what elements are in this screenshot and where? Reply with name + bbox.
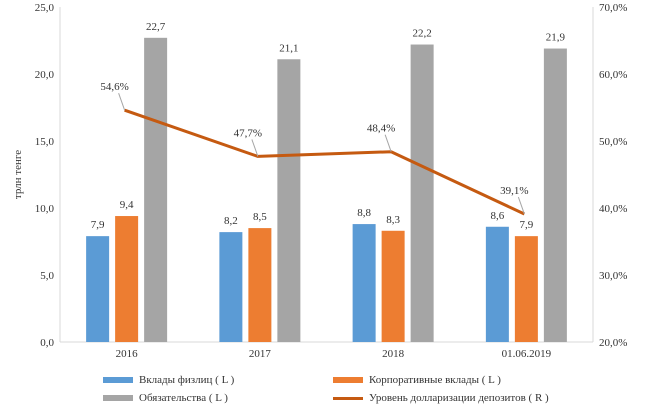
bar-data-label: 22,2: [413, 28, 432, 40]
y-tick-label: 10,0: [35, 203, 55, 215]
y-tick-label: 20,0: [35, 69, 55, 81]
bar-data-label: 8,5: [253, 211, 267, 223]
legend: Вклады физлиц ( L ) Корпоративные вклады…: [0, 364, 650, 408]
line-data-label: 48,4%: [367, 123, 395, 135]
y2-tick-label: 60,0%: [599, 69, 627, 81]
bar: [248, 228, 272, 342]
legend-item-liabilities: Обязательства ( L ): [103, 390, 228, 406]
y2-tick-label: 50,0%: [599, 136, 627, 148]
bar: [219, 232, 243, 342]
bar: [277, 59, 301, 342]
line-series: [124, 108, 526, 216]
y-tick-label: 0,0: [40, 337, 54, 349]
bar: [410, 44, 434, 343]
leader-line: [517, 196, 525, 215]
legend-item-deposits-individuals: Вклады физлиц ( L ): [103, 372, 234, 388]
bar: [115, 216, 139, 342]
bar-data-label: 7,9: [520, 219, 534, 231]
y-tick-label: 15,0: [35, 136, 55, 148]
y-tick-label: 25,0: [35, 2, 55, 14]
bar-data-label: 9,4: [120, 199, 134, 211]
x-tick-label: 2018: [382, 348, 405, 360]
y2-tick-label: 30,0%: [599, 270, 627, 282]
y-axis-title: трлн тенге: [12, 150, 24, 199]
legend-swatch: [103, 377, 133, 383]
bar-data-label: 22,7: [146, 21, 166, 33]
bar: [144, 37, 168, 342]
bar: [543, 48, 567, 342]
bar-data-label: 8,3: [386, 214, 400, 226]
legend-label: Корпоративные вклады ( L ): [369, 374, 501, 386]
bar: [514, 236, 538, 342]
bar: [485, 226, 509, 342]
bar: [352, 224, 376, 342]
y2-tick-label: 70,0%: [599, 2, 627, 14]
bar-data-label: 21,1: [279, 42, 298, 54]
legend-swatch: [333, 377, 363, 383]
leader-line: [384, 134, 392, 152]
x-tick-label: 01.06.2019: [502, 348, 552, 360]
legend-item-corporate-deposits: Корпоративные вклады ( L ): [333, 372, 501, 388]
bar-data-label: 8,2: [224, 215, 238, 227]
legend-item-dollarization: Уровень долларизации депозитов ( R ): [333, 390, 549, 406]
line-data-label: 54,6%: [100, 81, 128, 93]
leader-line: [118, 93, 126, 111]
y-tick-label: 5,0: [40, 270, 54, 282]
legend-swatch: [103, 395, 133, 401]
legend-swatch: [333, 396, 363, 400]
x-tick-label: 2017: [249, 348, 272, 360]
x-tick-label: 2016: [116, 348, 139, 360]
y2-tick-label: 40,0%: [599, 203, 627, 215]
bar-data-label: 8,6: [491, 210, 505, 222]
bar: [86, 236, 110, 342]
bar-data-label: 8,8: [357, 207, 371, 219]
y2-tick-label: 20,0%: [599, 337, 627, 349]
legend-label: Вклады физлиц ( L ): [139, 374, 235, 386]
bar: [381, 230, 405, 342]
leader-line: [251, 139, 259, 157]
line-data-label: 47,7%: [234, 127, 262, 139]
legend-label: Уровень долларизации депозитов ( R ): [369, 392, 549, 404]
line-data-label: 39,1%: [500, 185, 528, 197]
legend-label: Обязательства ( L ): [139, 392, 228, 404]
bar-data-label: 7,9: [91, 219, 105, 231]
bar-data-label: 21,9: [546, 32, 566, 44]
